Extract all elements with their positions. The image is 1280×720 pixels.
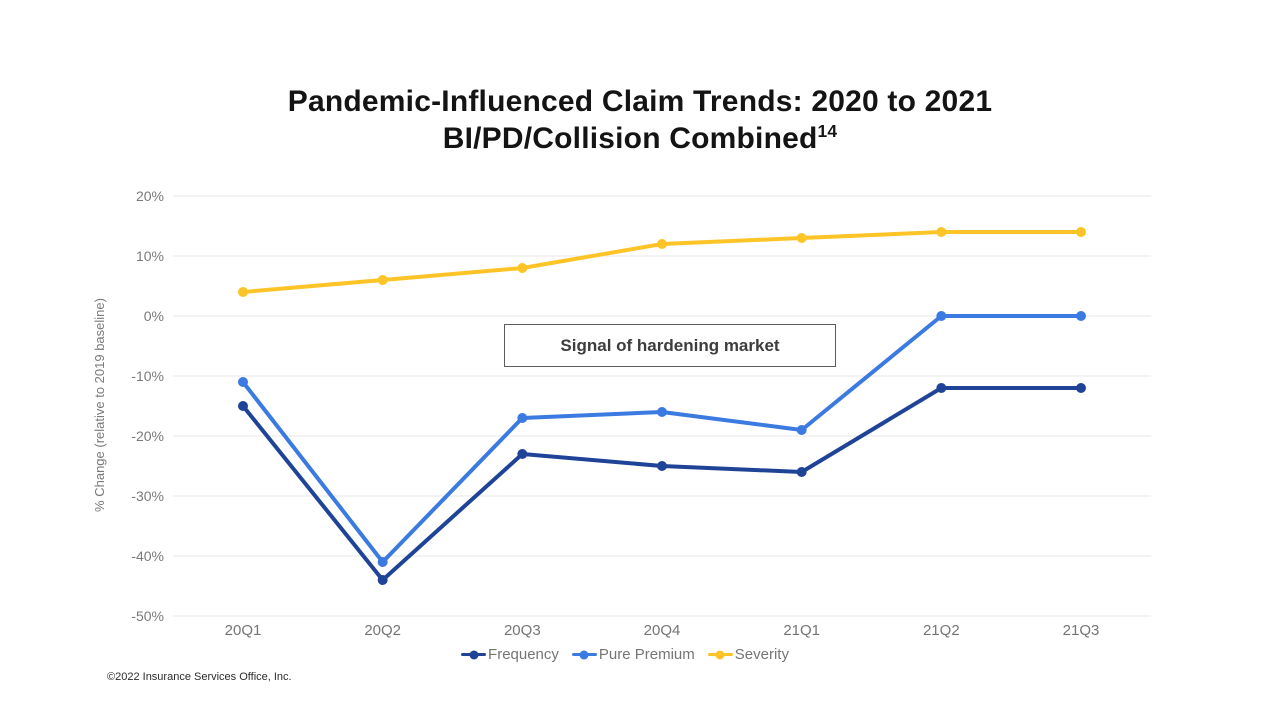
legend-item-severity: Severity <box>707 646 789 663</box>
y-tick-label: -20% <box>131 428 164 444</box>
data-point <box>517 263 528 273</box>
data-point <box>377 275 388 285</box>
data-point <box>238 287 248 297</box>
y-tick-label: -10% <box>131 368 164 384</box>
chart-title-line2: BI/PD/Collision Combined14 <box>442 121 838 155</box>
y-tick-label: -40% <box>131 548 164 564</box>
legend-item-pure-premium: Pure Premium <box>571 646 695 663</box>
y-tick-label: -30% <box>131 488 164 504</box>
data-point <box>517 413 528 423</box>
frequency-line-marker-icon <box>461 650 487 659</box>
y-axis-tick-labels: 20% 10% 0% -10% -20% -30% -40% -50% <box>131 188 164 624</box>
legend-item-frequency: Frequency <box>461 646 559 663</box>
chart-legend: Frequency Pure Premium Severity <box>90 646 1160 663</box>
x-tick-label: 20Q4 <box>644 622 681 639</box>
data-point <box>796 467 807 477</box>
data-point <box>238 377 248 387</box>
data-point <box>657 407 667 417</box>
x-tick-label: 21Q2 <box>923 622 960 639</box>
chart-title: Pandemic-Influenced Claim Trends: 2020 t… <box>25 83 1255 157</box>
y-tick-label: 20% <box>136 188 164 204</box>
annotation-text: Signal of hardening market <box>560 335 780 355</box>
x-tick-label: 20Q2 <box>364 622 401 639</box>
data-point <box>936 227 947 237</box>
data-point <box>796 425 807 435</box>
y-tick-label: 0% <box>144 308 164 324</box>
x-axis-tick-labels: 20Q1 20Q2 20Q3 20Q4 21Q1 21Q2 21Q3 <box>225 622 1100 639</box>
copyright-text: ©2022 Insurance Services Office, Inc. <box>107 671 292 683</box>
data-point <box>1076 227 1086 237</box>
data-point <box>517 449 528 459</box>
x-tick-label: 21Q3 <box>1063 622 1100 639</box>
data-point <box>936 311 947 321</box>
data-point <box>657 239 667 249</box>
data-point <box>238 401 248 411</box>
y-tick-label: -50% <box>131 608 164 624</box>
severity-line-marker-icon <box>707 650 733 659</box>
chart-title-footnote: 14 <box>817 121 838 141</box>
data-point <box>377 575 388 585</box>
annotation-box: Signal of hardening market <box>504 324 836 367</box>
data-point <box>657 461 667 471</box>
data-point <box>796 233 807 243</box>
line-chart: 20%10%0%-10%-20%-30%-40%-50% 20Q1 20Q2 20Q… <box>92 188 1151 639</box>
data-point <box>377 557 388 567</box>
chart-title-line1: Pandemic-Influenced Claim Trends: 2020 t… <box>287 85 993 118</box>
legend-label-pure-premium: Pure Premium <box>598 646 695 663</box>
y-tick-label: 10% <box>136 248 164 264</box>
x-tick-label: 20Q3 <box>504 622 541 639</box>
legend-label-severity: Severity <box>734 646 789 663</box>
gridlines <box>173 195 1151 617</box>
data-point <box>1076 383 1086 393</box>
data-point <box>936 383 947 393</box>
legend-label-frequency: Frequency <box>488 646 559 663</box>
x-tick-label: 20Q1 <box>225 622 262 639</box>
data-point <box>1076 311 1086 321</box>
data-series <box>238 227 1086 585</box>
pure-premium-line-marker-icon <box>571 650 597 659</box>
x-tick-label: 21Q1 <box>783 622 820 639</box>
y-axis-title: % Change (relative to 2019 baseline) <box>92 298 107 512</box>
